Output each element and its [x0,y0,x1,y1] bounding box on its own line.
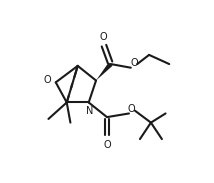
Polygon shape [96,62,113,81]
Text: O: O [103,141,111,150]
Text: O: O [44,75,51,85]
Text: O: O [131,58,138,68]
Text: O: O [128,104,135,114]
Text: N: N [86,106,93,116]
Text: O: O [100,32,107,42]
